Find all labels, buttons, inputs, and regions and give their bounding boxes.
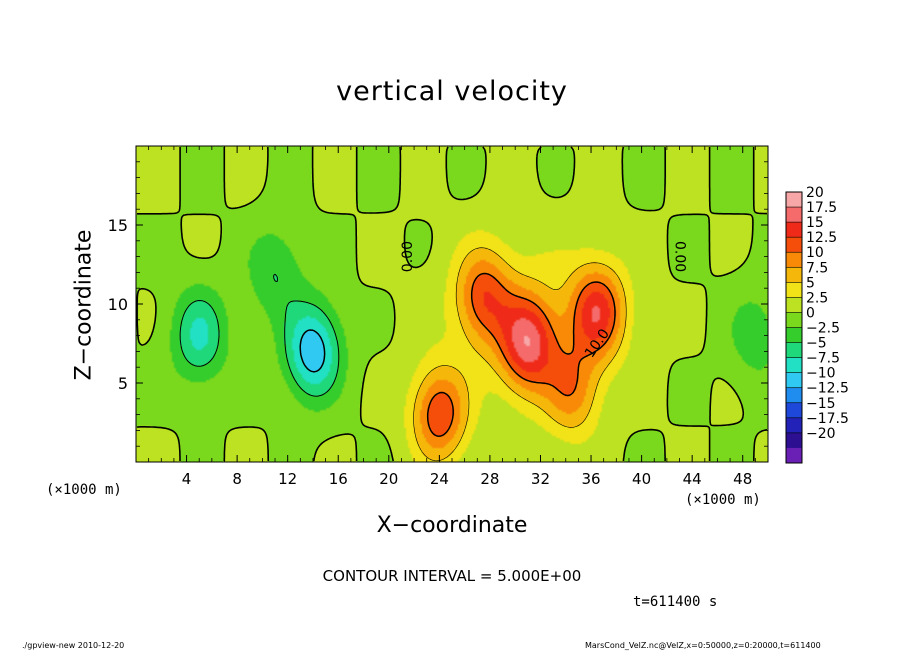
x-tick-label: 16 bbox=[329, 470, 348, 488]
colorbar-swatch bbox=[786, 432, 802, 449]
colorbar-swatch bbox=[786, 192, 802, 208]
x-unit-label-right: (×1000 m) bbox=[685, 492, 761, 508]
colorbar-label: −17.5 bbox=[806, 411, 849, 427]
x-tick-label: 44 bbox=[683, 470, 702, 488]
x-unit-label-left: (×1000 m) bbox=[46, 482, 122, 498]
colorbar-label: 5 bbox=[806, 275, 815, 291]
x-tick-label: 8 bbox=[232, 470, 242, 488]
x-tick-label: 48 bbox=[733, 470, 752, 488]
footer-right: MarsCond_VelZ.nc@VelZ,x=0:50000,z=0:2000… bbox=[585, 641, 821, 650]
chart-title: vertical velocity bbox=[336, 76, 568, 107]
contour-level bbox=[179, 273, 340, 397]
colorbar-label: 15 bbox=[806, 215, 824, 231]
colorbar-swatch bbox=[786, 237, 802, 253]
colorbar-swatch bbox=[786, 252, 802, 268]
footer-left: ./gpview-new 2010-12-20 bbox=[22, 641, 125, 650]
colorbar-label: −12.5 bbox=[806, 381, 849, 397]
velocity-field bbox=[136, 146, 768, 462]
colorbar-swatch bbox=[786, 222, 802, 238]
colorbar-swatch bbox=[786, 402, 802, 419]
contour-label: 0.00 bbox=[400, 241, 416, 272]
colorbar-swatch bbox=[786, 327, 802, 344]
y-axis-label: Z−coordinate bbox=[71, 229, 97, 381]
colorbar-label: 17.5 bbox=[806, 200, 837, 216]
time-label: t=611400 s bbox=[633, 594, 718, 610]
colorbar-label: 2.5 bbox=[806, 290, 828, 306]
colorbar-label: −2.5 bbox=[806, 321, 840, 337]
x-axis-label: X−coordinate bbox=[376, 513, 528, 538]
colorbar-swatch bbox=[786, 372, 802, 389]
colorbar-label: 20 bbox=[806, 185, 824, 201]
colorbar-label: −20 bbox=[806, 426, 836, 442]
contour-level bbox=[299, 329, 326, 373]
contour-level bbox=[413, 247, 627, 462]
x-tick-label: 40 bbox=[632, 470, 651, 488]
colorbar-label: 12.5 bbox=[806, 230, 837, 246]
colorbar-label: −15 bbox=[806, 396, 836, 412]
colorbar-swatch bbox=[786, 387, 802, 404]
colorbar-swatch bbox=[786, 447, 802, 464]
x-tick-label: 32 bbox=[531, 470, 550, 488]
y-tick-label: 5 bbox=[118, 374, 128, 393]
contour-level bbox=[426, 272, 616, 438]
colorbar-label: −10 bbox=[806, 366, 836, 382]
colorbar-swatch bbox=[786, 357, 802, 374]
x-tick-label: 12 bbox=[278, 470, 297, 488]
colorbar-swatch bbox=[786, 417, 802, 434]
contour-label: 0.00 bbox=[672, 241, 688, 272]
colorbar-label: 0 bbox=[806, 305, 815, 321]
y-tick-label: 15 bbox=[108, 216, 128, 235]
colorbar-label: 10 bbox=[806, 245, 824, 261]
x-tick-label: 20 bbox=[379, 470, 398, 488]
colorbar-swatch bbox=[786, 267, 802, 283]
y-tick-label: 10 bbox=[108, 295, 128, 314]
x-tick-label: 4 bbox=[182, 470, 192, 488]
colorbar-label: 7.5 bbox=[806, 260, 828, 276]
x-tick-label: 28 bbox=[480, 470, 499, 488]
colorbar-swatch bbox=[786, 207, 802, 223]
colorbar-label: −5 bbox=[806, 336, 827, 352]
contour-level bbox=[136, 146, 768, 462]
x-tick-label: 24 bbox=[430, 470, 449, 488]
colorbar-swatch bbox=[786, 342, 802, 359]
colorbar-swatch bbox=[786, 282, 802, 298]
colorbar-swatch bbox=[786, 297, 802, 313]
colorbar-label: −7.5 bbox=[806, 351, 840, 367]
x-tick-label: 36 bbox=[581, 470, 600, 488]
contour-interval-text: CONTOUR INTERVAL = 5.000E+00 bbox=[322, 567, 582, 585]
colorbar-swatch bbox=[786, 312, 802, 328]
